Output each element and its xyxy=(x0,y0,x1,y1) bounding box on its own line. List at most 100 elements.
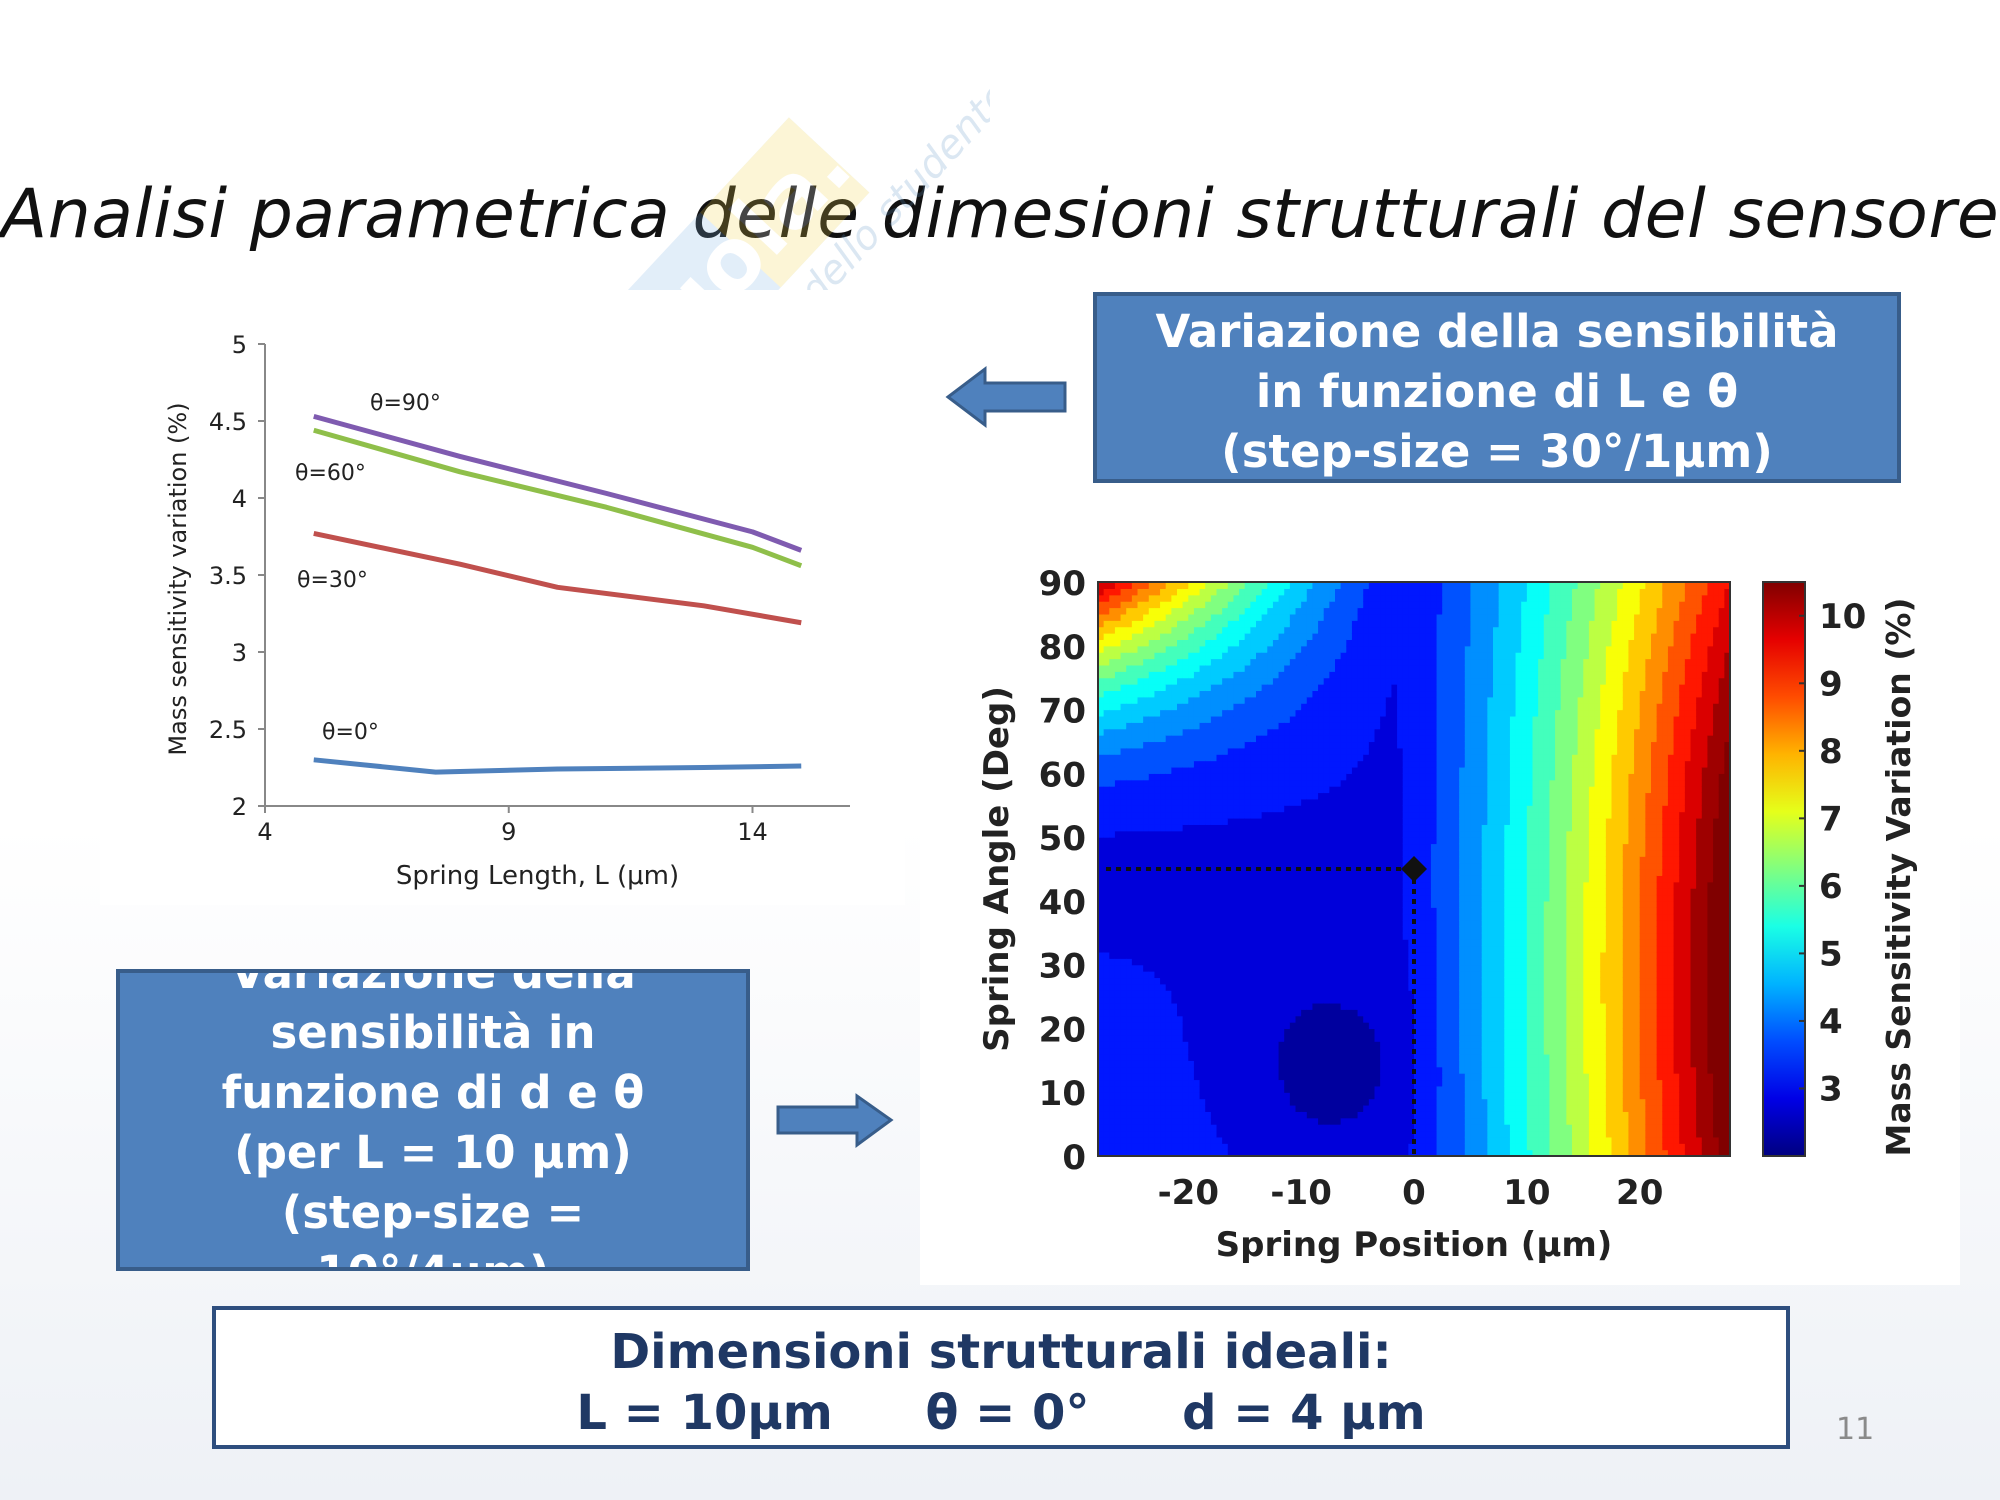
heatmap-cell xyxy=(1199,958,1206,966)
heatmap-cell xyxy=(1098,1143,1105,1151)
heatmap-cell xyxy=(1357,932,1364,940)
heatmap-cell xyxy=(1402,671,1409,679)
heatmap-cell xyxy=(1199,633,1206,640)
heatmap-cell xyxy=(1272,1136,1280,1144)
heatmap-cell xyxy=(1335,1053,1342,1061)
heatmap-cell xyxy=(1233,1149,1240,1157)
heatmap-cell xyxy=(1340,817,1347,825)
heatmap-cell xyxy=(1306,875,1314,883)
heatmap-cell xyxy=(1289,888,1297,896)
heatmap-cell xyxy=(1284,760,1291,768)
heatmap-cell xyxy=(1233,805,1240,813)
heatmap-cell xyxy=(1210,1066,1218,1074)
heatmap-cell xyxy=(1301,754,1308,762)
heatmap-cell xyxy=(1346,1111,1353,1119)
heatmap-cell xyxy=(1301,983,1308,991)
heatmap-cell xyxy=(1154,792,1161,800)
heatmap-cell xyxy=(1160,722,1167,730)
heatmap-cell xyxy=(1160,1073,1167,1081)
heatmap-cell xyxy=(1284,645,1291,653)
heatmap-cell xyxy=(1165,983,1172,991)
heatmap-cell xyxy=(1312,964,1319,972)
heatmap-cell xyxy=(1126,1066,1133,1074)
heatmap-cell xyxy=(1182,1053,1189,1061)
heatmap-cell xyxy=(1177,728,1184,736)
heatmap-cell xyxy=(1126,741,1133,749)
heatmap-cell xyxy=(1402,849,1409,857)
heatmap-cell xyxy=(1374,1136,1381,1144)
heatmap-cell xyxy=(1126,990,1133,998)
heatmap-cell xyxy=(1323,830,1330,838)
heatmap-cell xyxy=(1374,856,1381,864)
heatmap-cell xyxy=(1397,971,1404,979)
heatmap-cell xyxy=(1335,811,1342,819)
heatmap-cell xyxy=(1239,875,1246,883)
heatmap-cell xyxy=(1295,715,1302,723)
heatmap-cell xyxy=(1222,971,1229,979)
heatmap-cell xyxy=(1357,875,1364,883)
heatmap-cell xyxy=(1188,1034,1195,1042)
heatmap-cell xyxy=(1148,684,1156,692)
heatmap-cell xyxy=(1182,633,1189,640)
heatmap-cell xyxy=(1227,1002,1235,1010)
heatmap-cell xyxy=(1098,971,1105,979)
heatmap-cell xyxy=(1210,900,1218,908)
heatmap-cell xyxy=(1177,805,1184,813)
heatmap-cell xyxy=(1323,703,1330,711)
heatmap-cell xyxy=(1233,728,1240,736)
heatmap-cell xyxy=(1126,932,1133,940)
heatmap-cell xyxy=(1306,990,1314,998)
heatmap-cell xyxy=(1329,1009,1336,1017)
heatmap-cell xyxy=(1329,798,1336,806)
heatmap-cell xyxy=(1256,1143,1263,1151)
heatmap-cell xyxy=(1402,837,1409,845)
heatmap-cell xyxy=(1126,747,1133,755)
heatmap-cell xyxy=(1137,671,1144,679)
heatmap-cell xyxy=(1205,977,1212,985)
heatmap-cell xyxy=(1154,900,1161,908)
heatmap-cell xyxy=(1351,798,1359,806)
heatmap-cell xyxy=(1267,747,1274,755)
heatmap-cell xyxy=(1329,690,1336,698)
heatmap-cell xyxy=(1120,939,1127,947)
heatmap-cell xyxy=(1233,971,1240,979)
heatmap-cell xyxy=(1306,798,1314,806)
heatmap-cell xyxy=(1261,709,1268,717)
heatmap-cell xyxy=(1114,971,1122,979)
heatmap-cell xyxy=(1329,1085,1336,1093)
heatmap-cell xyxy=(1126,1041,1133,1049)
heatmap-cell xyxy=(1357,1028,1364,1036)
heatmap-cell xyxy=(1148,977,1156,985)
heatmap-cell xyxy=(1193,607,1201,615)
heatmap-cell xyxy=(1256,747,1263,755)
heatmap-cell xyxy=(1363,1098,1370,1106)
heatmap-cell xyxy=(1267,926,1274,934)
heatmap-cell xyxy=(1363,1015,1370,1023)
heatmap-cell xyxy=(1143,1015,1150,1023)
heatmap-cell xyxy=(1272,620,1280,628)
heatmap-cell xyxy=(1380,1073,1387,1081)
heatmap-cell xyxy=(1227,1009,1235,1017)
heatmap-cell xyxy=(1278,786,1285,794)
heatmap-cell xyxy=(1244,652,1251,660)
heatmap-cell xyxy=(1261,658,1268,666)
heatmap-cell xyxy=(1244,817,1251,825)
heatmap-cell xyxy=(1114,658,1122,666)
heatmap-cell xyxy=(1120,754,1127,762)
heatmap-cell xyxy=(1227,715,1235,723)
heatmap-cell xyxy=(1346,709,1353,717)
heatmap-cell xyxy=(1278,1047,1285,1055)
heatmap-cell xyxy=(1397,620,1404,628)
heatmap-cell xyxy=(1267,920,1274,927)
heatmap-cell xyxy=(1239,1002,1246,1010)
heatmap-cell xyxy=(1346,741,1353,749)
heatmap-cell xyxy=(1137,996,1144,1004)
heatmap-cell xyxy=(1137,900,1144,908)
heatmap-cell xyxy=(1222,620,1229,628)
heatmap-cell xyxy=(1267,1092,1274,1100)
heatmap-cell xyxy=(1160,652,1167,660)
heatmap-cell xyxy=(1385,633,1393,640)
heatmap-cell xyxy=(1250,633,1257,640)
heatmap-cell xyxy=(1272,1066,1280,1074)
heatmap-cell xyxy=(1143,894,1150,902)
